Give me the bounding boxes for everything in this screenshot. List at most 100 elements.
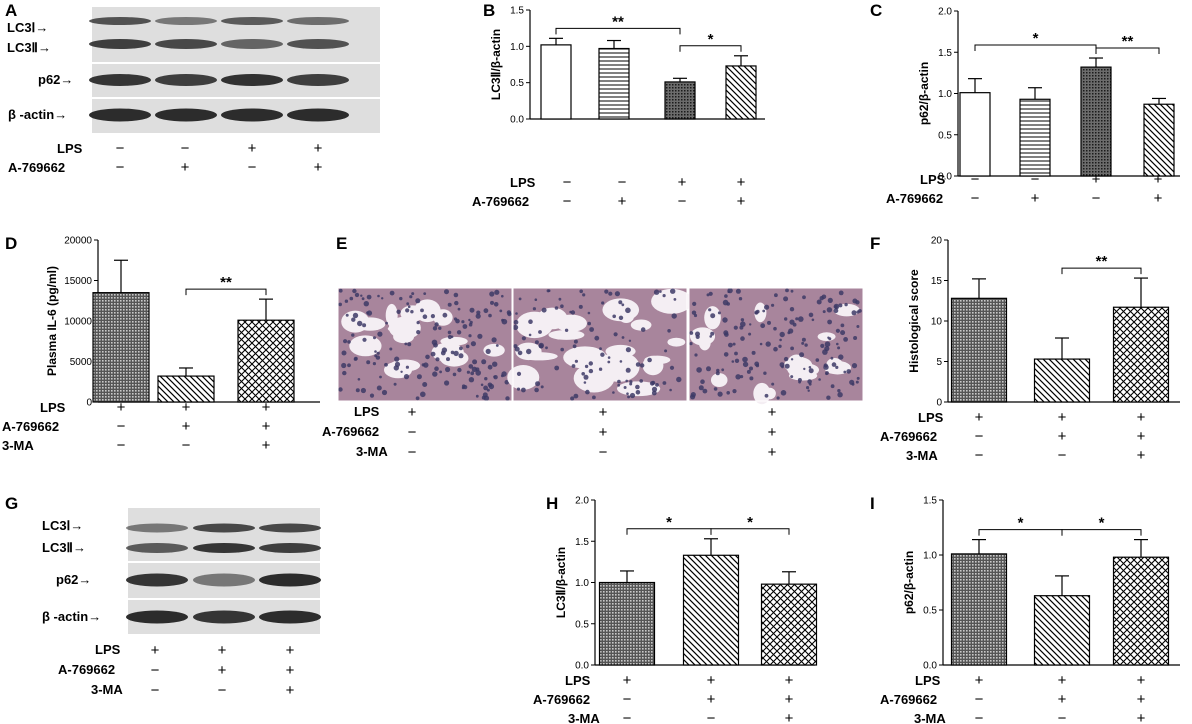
condition-symbol: − xyxy=(408,444,417,461)
nucleus xyxy=(635,384,640,390)
nucleus xyxy=(617,383,621,387)
panel-label-f: F xyxy=(870,234,880,253)
nucleus xyxy=(396,309,401,314)
nucleus xyxy=(843,370,847,374)
histo-cond-a769662: A-769662 xyxy=(322,424,379,439)
nucleus xyxy=(421,363,425,367)
western-blot-g: LC3Ⅰ→ LC3Ⅱ→ p62→ β -actin→ LPS A-769662 … xyxy=(42,508,321,699)
nucleus xyxy=(735,374,741,380)
nucleus xyxy=(601,301,605,305)
nucleus xyxy=(540,385,544,389)
alveolar-space xyxy=(387,324,420,334)
condition-symbol: + xyxy=(1058,409,1067,426)
nucleus xyxy=(598,367,603,371)
nucleus xyxy=(486,388,490,392)
alveolar-space xyxy=(431,342,464,362)
nucleus xyxy=(470,371,475,376)
significance-stars: * xyxy=(1099,515,1105,532)
panel-label-g: G xyxy=(5,494,18,513)
condition-symbol: − xyxy=(599,444,608,461)
nucleus xyxy=(377,331,383,337)
condition-symbol: + xyxy=(262,437,271,454)
nucleus xyxy=(366,360,371,365)
nucleus xyxy=(690,394,696,400)
nucleus xyxy=(430,351,436,357)
histology-image-frame xyxy=(512,287,688,402)
nucleus xyxy=(393,382,397,386)
alveolar-space xyxy=(349,335,382,357)
nucleus xyxy=(587,321,591,326)
nucleus xyxy=(621,303,625,307)
condition-symbol: − xyxy=(975,447,984,464)
nucleus xyxy=(806,386,810,390)
nucleus xyxy=(607,356,611,359)
condition-symbol: − xyxy=(623,710,632,724)
nucleus xyxy=(343,339,348,344)
nucleus xyxy=(662,381,667,385)
significance-stars: * xyxy=(666,514,672,531)
nucleus xyxy=(640,327,646,332)
condition-symbol: + xyxy=(262,399,271,416)
nucleus xyxy=(773,346,778,352)
nucleus xyxy=(430,314,435,319)
condition-symbol: + xyxy=(618,193,627,210)
nucleus xyxy=(778,344,782,348)
nucleus xyxy=(481,359,487,365)
nucleus xyxy=(840,323,845,328)
nucleus xyxy=(462,324,468,329)
significance-stars: ** xyxy=(1122,33,1134,50)
nucleus xyxy=(740,336,745,341)
nucleus xyxy=(724,332,729,337)
condition-symbol: + xyxy=(286,682,295,699)
nucleus xyxy=(623,386,627,389)
nucleus xyxy=(411,292,415,296)
nucleus xyxy=(774,293,778,298)
nucleus xyxy=(506,310,512,315)
nucleus xyxy=(434,322,439,327)
nucleus xyxy=(570,310,576,315)
chart-d: 0 5000 10000 15000 20000 Plasma IL-6 (pg/ml) *… xyxy=(2,236,320,454)
nucleus xyxy=(724,294,728,298)
panel-label-d: D xyxy=(5,234,17,253)
nucleus xyxy=(469,307,475,313)
nucleus xyxy=(735,288,741,294)
nucleus xyxy=(692,301,697,306)
nucleus xyxy=(797,378,802,382)
panel-label-c: C xyxy=(870,1,882,20)
nucleus xyxy=(480,383,484,387)
nucleus xyxy=(625,347,632,353)
nucleus xyxy=(528,333,532,337)
condition-label: LPS xyxy=(915,673,941,688)
nucleus xyxy=(513,319,519,325)
y-tick-label: 15000 xyxy=(64,276,92,287)
nucleus xyxy=(477,333,483,339)
nucleus xyxy=(626,392,629,396)
condition-symbol: + xyxy=(181,159,190,176)
nucleus xyxy=(669,388,672,392)
condition-symbol: + xyxy=(785,672,794,689)
significance-bracket xyxy=(710,528,790,535)
nucleus xyxy=(384,362,388,367)
nucleus xyxy=(785,288,789,293)
condition-symbol: + xyxy=(599,424,608,441)
condition-symbol: + xyxy=(314,159,323,176)
nucleus xyxy=(779,331,785,338)
y-tick-label: 15 xyxy=(931,276,943,287)
nucleus xyxy=(811,318,815,322)
nucleus xyxy=(410,310,414,314)
condition-label: LPS xyxy=(510,175,536,190)
alveolar-space xyxy=(507,365,540,390)
nucleus xyxy=(361,297,365,301)
nucleus xyxy=(667,329,671,333)
nucleus xyxy=(447,330,452,335)
nucleus xyxy=(560,304,564,309)
nucleus xyxy=(538,330,542,334)
condition-symbol: + xyxy=(785,691,794,708)
nucleus xyxy=(698,385,704,391)
condition-symbol: + xyxy=(768,444,777,461)
condition-symbol: − xyxy=(678,193,687,210)
nucleus xyxy=(491,337,497,343)
condition-symbol: − xyxy=(248,159,257,176)
nucleus xyxy=(573,393,579,399)
condition-symbol: − xyxy=(563,193,572,210)
